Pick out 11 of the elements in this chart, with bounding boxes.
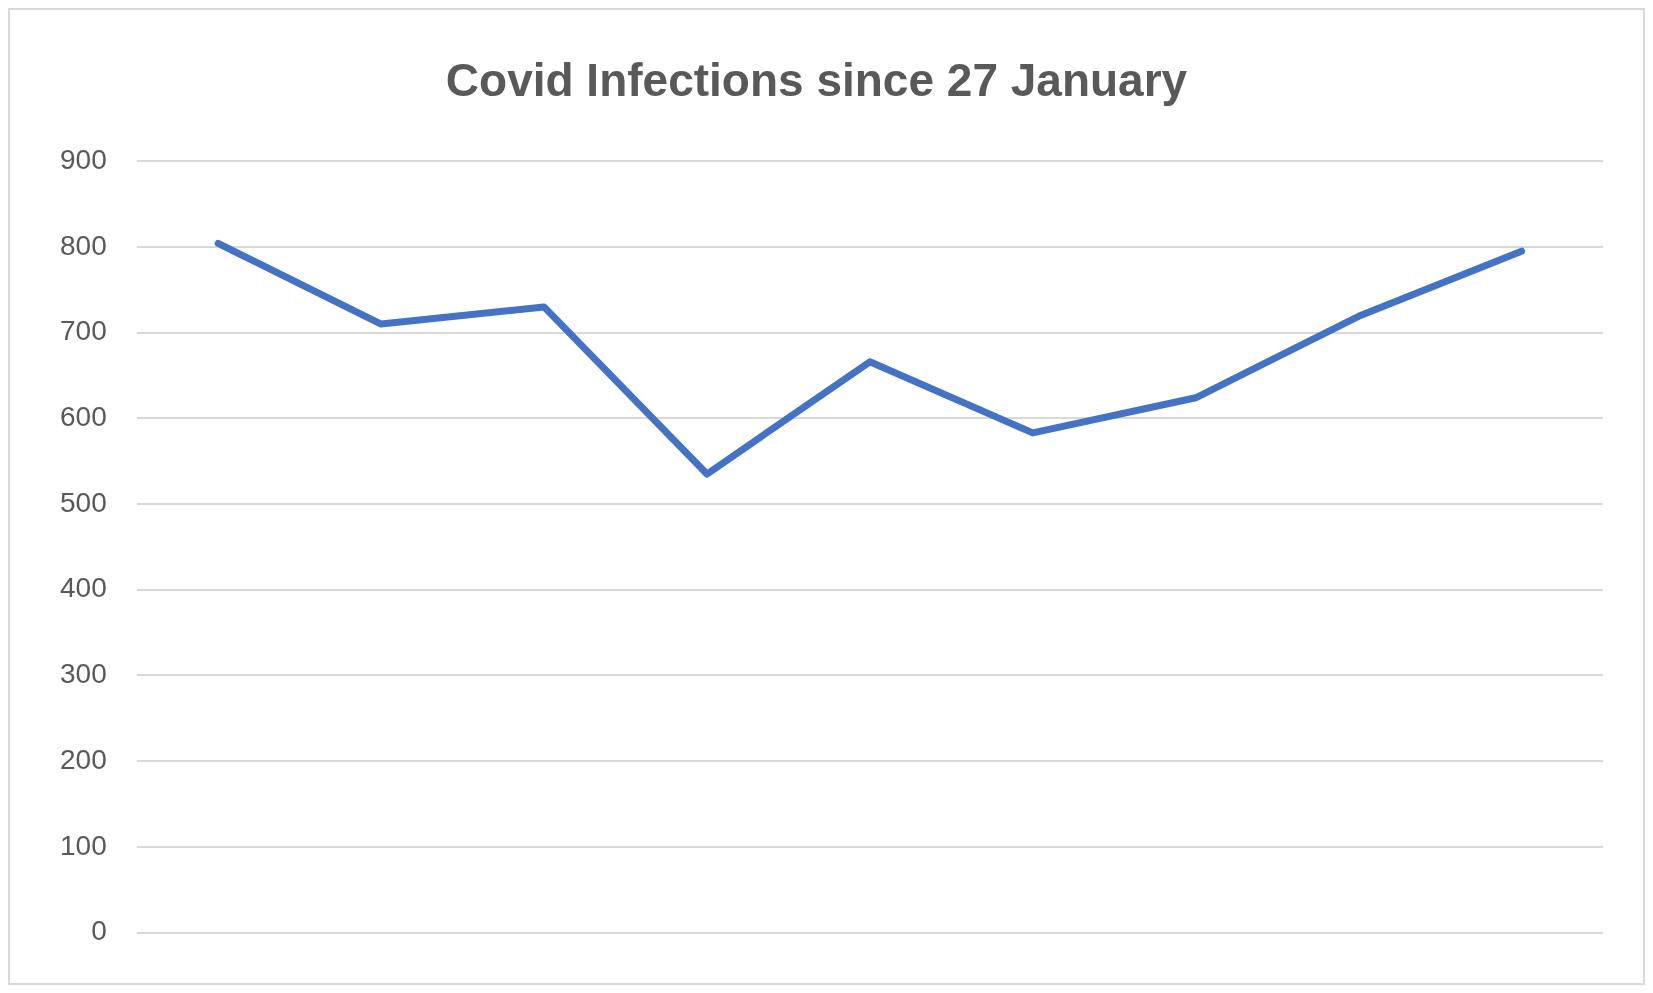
y-tick-label: 100: [60, 829, 107, 861]
y-tick-label: 300: [60, 658, 107, 690]
y-tick-label: 900: [60, 143, 107, 175]
chart-title: Covid Infections since 27 January: [445, 54, 1188, 107]
y-tick-label: 500: [60, 486, 107, 518]
y-tick-label: 400: [60, 572, 107, 604]
y-tick-label: 200: [60, 743, 107, 775]
y-tick-label: 700: [60, 315, 107, 347]
y-tick-label: 600: [60, 401, 107, 433]
y-tick-label: 0: [91, 915, 107, 947]
y-tick-label: 800: [60, 229, 107, 261]
